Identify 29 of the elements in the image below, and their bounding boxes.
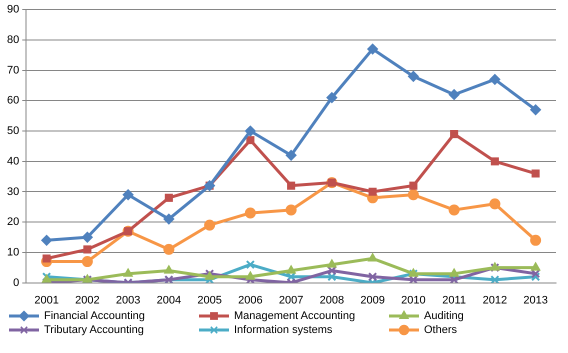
legend-label: Auditing xyxy=(424,310,464,322)
y-tick-label: 40 xyxy=(6,155,20,168)
y-tick-label: 60 xyxy=(6,94,20,107)
x-tick-label: 2007 xyxy=(278,294,304,306)
x-tick-label: 2001 xyxy=(34,294,59,306)
legend-label: Financial Accounting xyxy=(44,310,145,322)
x-tick-label: 2011 xyxy=(442,294,466,306)
x-tick-label: 2008 xyxy=(320,294,344,306)
legend-label: Others xyxy=(424,324,458,336)
y-tick-label: 20 xyxy=(6,216,20,228)
y-tick-label: 0 xyxy=(13,276,20,289)
x-tick-label: 2012 xyxy=(482,294,508,306)
legend-label: Management Accounting xyxy=(234,310,356,322)
y-tick-label: 80 xyxy=(6,34,20,46)
x-tick-label: 2003 xyxy=(116,294,140,306)
legend-label: Tributary Accounting xyxy=(44,324,144,336)
x-tick-label: 2005 xyxy=(197,294,222,306)
x-tick-label: 2009 xyxy=(360,294,385,306)
x-tick-label: 2013 xyxy=(523,294,548,306)
legend-label: Information systems xyxy=(234,324,332,336)
y-tick-label: 90 xyxy=(6,4,20,16)
y-tick-label: 30 xyxy=(6,186,20,198)
y-tick-label: 70 xyxy=(6,64,20,76)
y-tick-label: 10 xyxy=(6,246,20,258)
x-tick-label: 2004 xyxy=(156,294,182,306)
y-tick-label: 50 xyxy=(6,125,20,138)
x-tick-label: 2010 xyxy=(401,294,426,306)
x-tick-label: 2002 xyxy=(75,294,100,306)
x-tick-label: 2006 xyxy=(238,294,263,306)
